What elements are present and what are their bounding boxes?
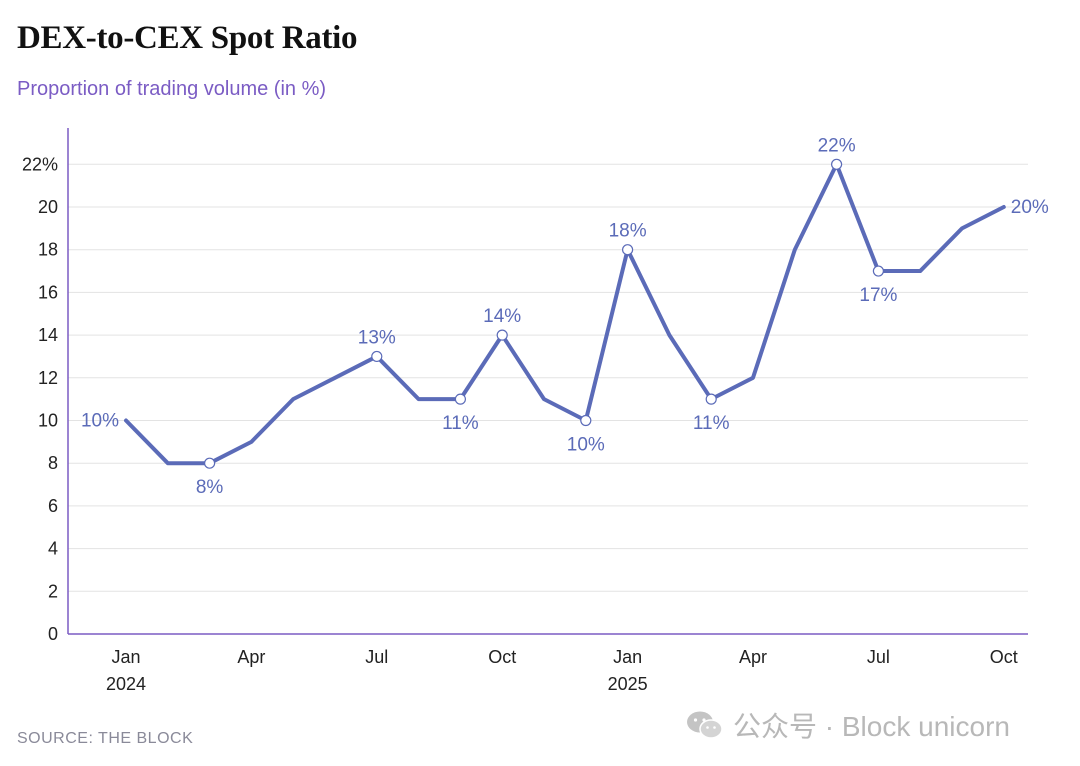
x-tick-label: Apr [739,647,767,667]
data-label: 11% [693,413,730,434]
data-point-marker [204,457,216,469]
chart-title: DEX-to-CEX Spot Ratio [17,20,358,56]
data-label: 18% [609,221,647,242]
x-tick-year-label: 2025 [608,674,648,694]
watermark: 公众号 · Block unicorn [685,705,1010,745]
y-tick-label: 16 [38,282,58,302]
source-note: SOURCE: THE BLOCK [17,730,194,747]
x-tick-label: Jan [613,647,642,667]
data-label: 14% [483,306,521,327]
data-label: 10% [81,411,119,432]
y-tick-label: 10 [38,411,58,431]
data-point-marker [705,393,717,405]
data-label: 13% [358,327,396,348]
y-tick-label: 22% [22,154,58,174]
data-point-marker [872,265,885,277]
data-label: 8% [196,477,224,498]
data-point-marker [580,414,592,427]
x-tick-label: Jul [867,647,890,667]
chart-subtitle: Proportion of trading volume (in %) [17,78,327,100]
series-line [124,162,1006,466]
x-tick-label: Oct [488,647,516,667]
y-tick-label: 12 [38,368,58,388]
wechat-icon [687,711,723,739]
y-tick-label: 18 [38,240,58,260]
data-point-marker [496,329,508,341]
y-tick-label: 6 [48,496,58,516]
y-tick-label: 2 [48,581,58,601]
x-tick-label: Jul [365,647,388,667]
x-tick-label: Apr [237,647,265,667]
data-label: 20% [1011,197,1049,218]
y-tick-label: 14 [38,325,58,345]
watermark-text: 公众号 · Block unicorn [733,711,1010,742]
x-tick-label: Oct [990,647,1018,667]
data-point-marker [621,244,634,256]
data-label: 10% [567,435,605,456]
y-tick-label: 8 [48,453,58,473]
x-tick-year-label: 2024 [106,674,146,694]
data-label: 22% [818,135,856,156]
data-label: 11% [442,413,479,434]
y-tick-label: 0 [48,624,58,644]
y-tick-label: 20 [38,197,58,217]
data-point-marker [371,350,383,363]
y-tick-label: 4 [48,539,58,559]
data-point-marker [454,393,466,405]
x-tick-label: Jan [111,647,140,667]
data-label: 17% [859,285,897,306]
data-point-marker [830,158,843,170]
